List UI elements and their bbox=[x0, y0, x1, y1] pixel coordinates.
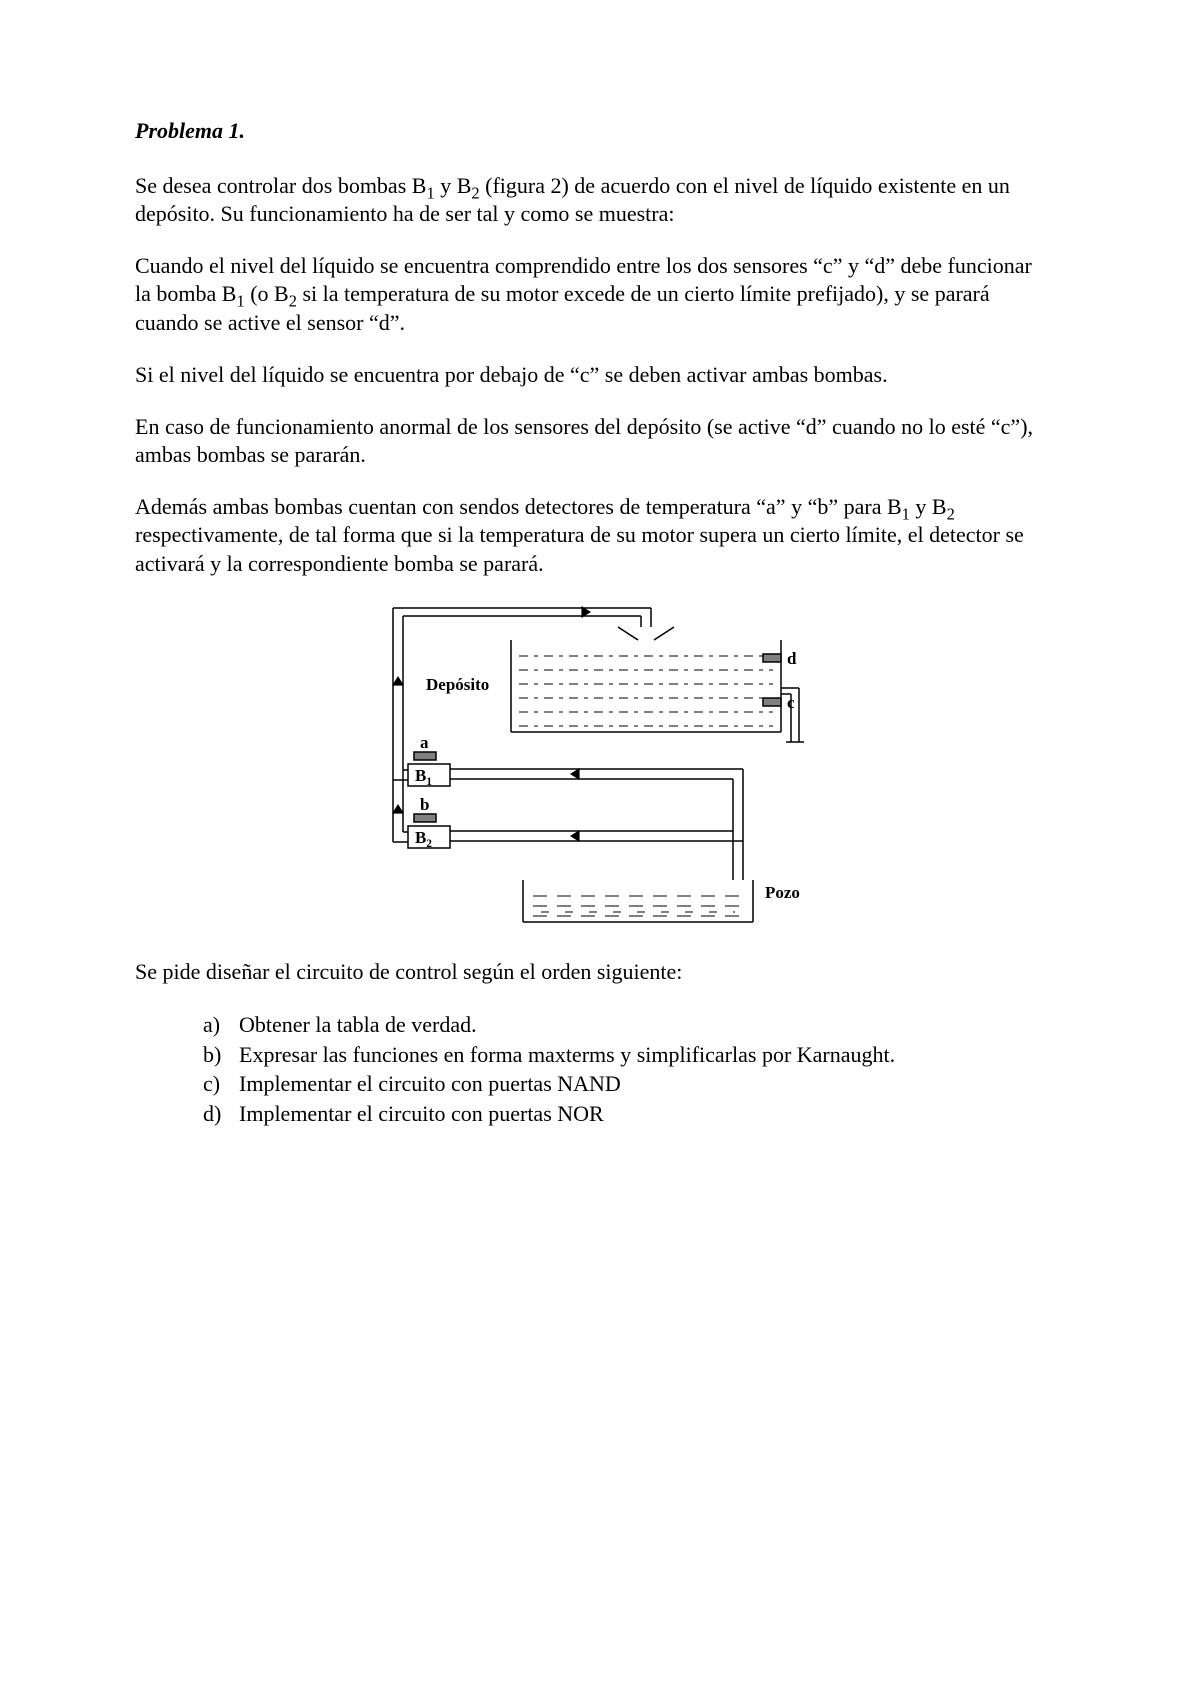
text: Además ambas bombas cuentan con sendos d… bbox=[135, 494, 902, 519]
subscript: 1 bbox=[236, 292, 244, 311]
list-marker: b) bbox=[203, 1040, 239, 1070]
svg-text:a: a bbox=[420, 733, 429, 752]
text: respectivamente, de tal forma que si la … bbox=[135, 522, 1024, 575]
text: y B bbox=[910, 494, 947, 519]
svg-text:d: d bbox=[787, 649, 797, 668]
list-item: d) Implementar el circuito con puertas N… bbox=[203, 1099, 1050, 1129]
list-item: a) Obtener la tabla de verdad. bbox=[203, 1010, 1050, 1040]
subscript: 1 bbox=[426, 183, 434, 202]
text: (o B bbox=[245, 281, 289, 306]
subscript: 1 bbox=[902, 505, 910, 524]
paragraph-6: Se pide diseñar el circuito de control s… bbox=[135, 958, 1050, 986]
subscript: 2 bbox=[289, 292, 297, 311]
paragraph-5: Además ambas bombas cuentan con sendos d… bbox=[135, 493, 1050, 577]
page: Problema 1. Se desea controlar dos bomba… bbox=[0, 0, 1200, 1697]
paragraph-2: Cuando el nivel del líquido se encuentra… bbox=[135, 252, 1050, 336]
ordered-list: a) Obtener la tabla de verdad. b) Expres… bbox=[203, 1010, 1050, 1129]
paragraph-4: En caso de funcionamiento anormal de los… bbox=[135, 413, 1050, 469]
list-marker: d) bbox=[203, 1099, 239, 1129]
svg-text:Pozo: Pozo bbox=[765, 883, 800, 902]
paragraph-3: Si el nivel del líquido se encuentra por… bbox=[135, 361, 1050, 389]
text: Se desea controlar dos bombas B bbox=[135, 173, 426, 198]
list-marker: c) bbox=[203, 1069, 239, 1099]
paragraph-1: Se desea controlar dos bombas B1 y B2 (f… bbox=[135, 172, 1050, 228]
list-text: Expresar las funciones en forma maxterms… bbox=[239, 1040, 895, 1070]
system-diagram: DepósitodcaB1bB2Pozo bbox=[343, 602, 843, 932]
subscript: 2 bbox=[471, 183, 479, 202]
diagram-container: DepósitodcaB1bB2Pozo bbox=[135, 602, 1050, 932]
list-text: Implementar el circuito con puertas NOR bbox=[239, 1099, 604, 1129]
svg-text:b: b bbox=[420, 795, 429, 814]
list-text: Implementar el circuito con puertas NAND bbox=[239, 1069, 621, 1099]
list-item: c) Implementar el circuito con puertas N… bbox=[203, 1069, 1050, 1099]
text: y B bbox=[435, 173, 472, 198]
problem-title: Problema 1. bbox=[135, 118, 1050, 144]
list-text: Obtener la tabla de verdad. bbox=[239, 1010, 477, 1040]
list-item: b) Expresar las funciones en forma maxte… bbox=[203, 1040, 1050, 1070]
subscript: 2 bbox=[947, 505, 955, 524]
list-marker: a) bbox=[203, 1010, 239, 1040]
svg-text:Depósito: Depósito bbox=[426, 675, 489, 694]
